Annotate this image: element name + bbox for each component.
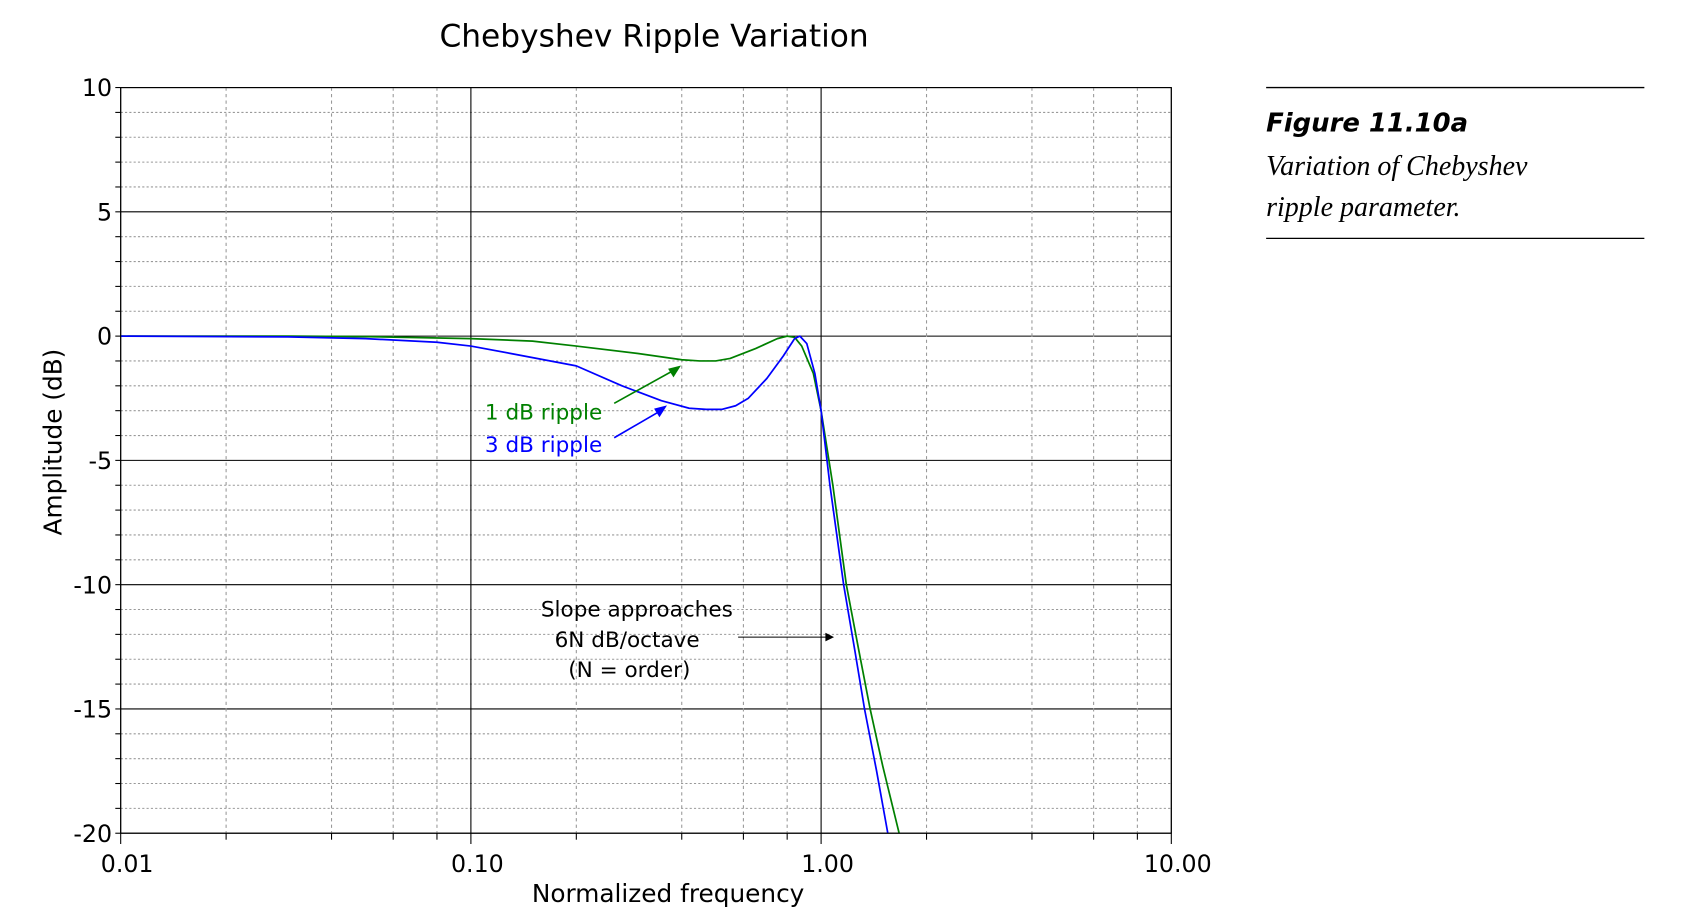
series-line-3db-ripple xyxy=(120,335,889,834)
annotation-1db-arrow-line xyxy=(613,369,675,404)
annotation-slope-line1: Slope approaches xyxy=(541,598,733,623)
annotation-3db-arrow-line xyxy=(613,410,661,439)
chart-title: Chebyshev Ripple Variation xyxy=(439,19,868,55)
grid xyxy=(120,87,1172,834)
y-tick-label: 10 xyxy=(82,74,112,102)
y-tick-label: -20 xyxy=(73,820,112,848)
y-tick-label: 5 xyxy=(97,198,112,226)
annotation-3db-ripple: 3 dB ripple xyxy=(485,433,602,458)
x-tick-label: 0.01 xyxy=(101,850,154,878)
arrowhead-icon xyxy=(654,405,668,418)
axis-ticks: 0.01 0.10 1.00 10.00 10 5 0 -5 -10 -15 -20 xyxy=(73,74,1211,878)
x-axis-label: Normalized frequency xyxy=(532,879,805,908)
figure-label: Figure 11.10a xyxy=(1266,109,1468,139)
y-axis-label: Amplitude (dB) xyxy=(38,349,67,536)
curves xyxy=(120,335,900,834)
annotation-slope-line3: (N = order) xyxy=(568,658,690,683)
x-tick-label: 10.00 xyxy=(1144,850,1212,878)
caption-line-1: Variation of Chebyshev xyxy=(1266,151,1528,182)
x-tick-label: 1.00 xyxy=(801,850,854,878)
arrowhead-icon xyxy=(668,365,682,378)
y-tick-label: -15 xyxy=(73,696,112,724)
y-tick-label: -10 xyxy=(73,571,112,599)
arrowhead-icon xyxy=(825,632,835,642)
annotation-1db-ripple: 1 dB ripple xyxy=(485,400,602,425)
x-tick-label: 0.10 xyxy=(451,850,504,878)
y-tick-label: -5 xyxy=(88,447,112,475)
caption-line-2: ripple parameter. xyxy=(1266,192,1460,223)
y-tick-label: 0 xyxy=(97,323,112,351)
series-line-1db-ripple xyxy=(120,335,900,834)
annotation-slope-line2: 6N dB/octave xyxy=(555,628,700,653)
